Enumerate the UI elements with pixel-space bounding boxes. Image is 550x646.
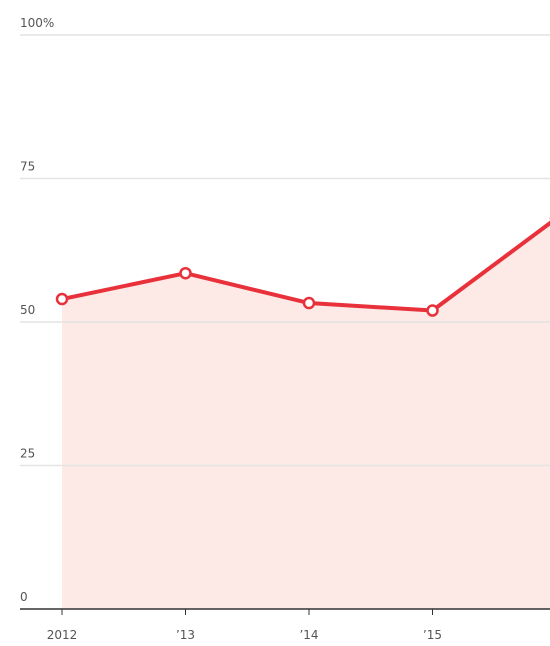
point <box>302 296 316 310</box>
x-tick-label: ’14 <box>299 628 318 642</box>
point <box>55 292 69 306</box>
y-tick-label: 75 <box>20 160 35 174</box>
y-tick-label: 0 <box>20 590 28 604</box>
y-tick-label: 100% <box>20 16 54 30</box>
point <box>426 304 439 317</box>
point <box>179 266 192 280</box>
x-tick-label: 2012 <box>47 628 78 642</box>
x-tick-label: ’13 <box>176 628 195 642</box>
x-tick-label: ’15 <box>423 628 442 642</box>
area <box>62 223 550 609</box>
y-tick-label: 25 <box>20 447 35 461</box>
y-tick-label: 50 <box>20 303 35 317</box>
